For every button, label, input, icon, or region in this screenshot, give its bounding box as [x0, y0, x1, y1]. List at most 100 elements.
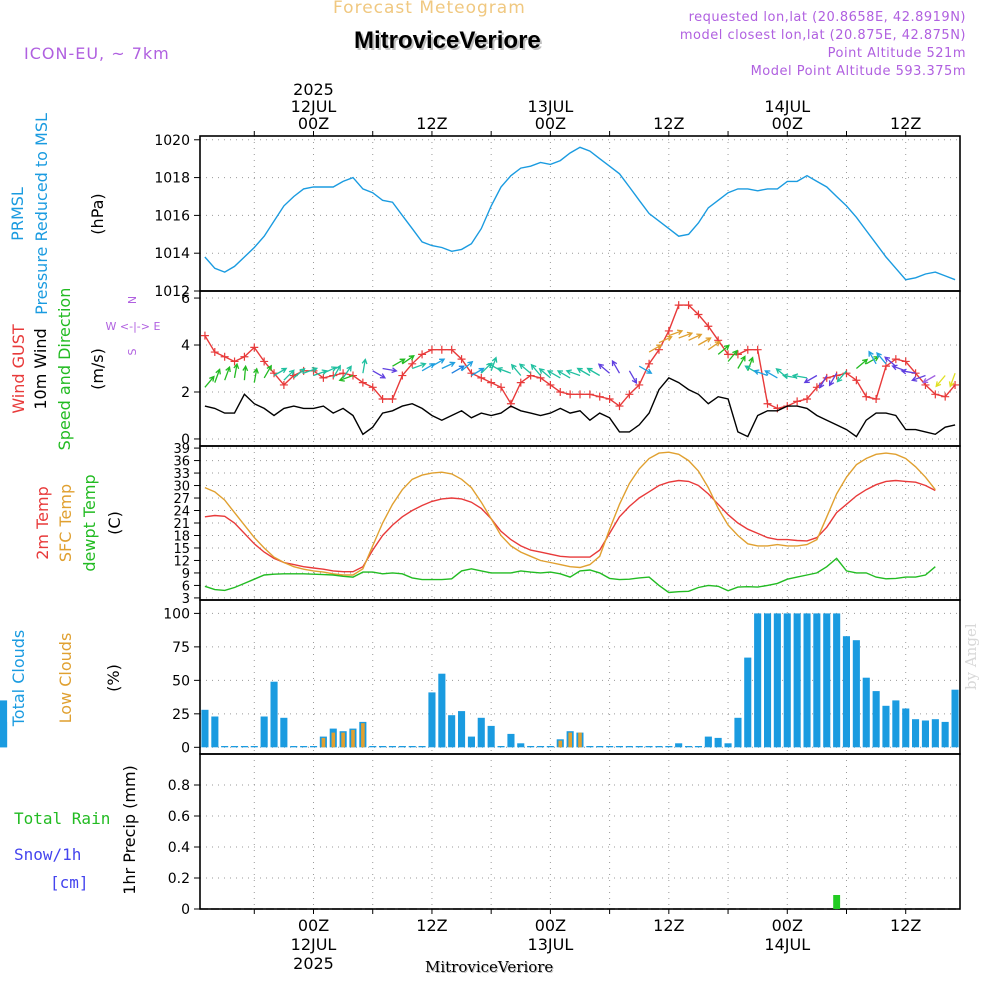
gust-marker — [388, 395, 397, 404]
bottom-time-label: 12JUL — [291, 935, 337, 954]
y-tick-label: 3 — [182, 592, 190, 607]
panel-label: 2m Temp — [33, 486, 52, 560]
panel-label: SFC Temp — [56, 484, 75, 562]
wind-arrow — [263, 364, 272, 379]
panel-label: Speed and Direction — [55, 288, 74, 451]
total-cloud-bar — [833, 613, 841, 748]
y-tick-label: 0 — [181, 740, 190, 756]
gust-marker — [822, 373, 831, 382]
gust-marker — [220, 352, 229, 361]
total-cloud-bar — [0, 721, 8, 748]
wind-arrow — [565, 369, 581, 377]
total-cloud-bar — [714, 737, 722, 748]
precip-bar — [833, 895, 841, 909]
total-cloud-bar — [388, 746, 396, 748]
total-cloud-bar — [300, 746, 308, 748]
wind-arrow — [421, 363, 436, 372]
total-cloud-bar — [665, 746, 673, 748]
wind-arrow — [586, 367, 601, 377]
y-tick-label: 6 — [182, 579, 190, 594]
gust-marker — [694, 310, 703, 319]
bottom-time-label: 14JUL — [764, 935, 810, 954]
total-cloud-bar — [280, 717, 288, 748]
gust-marker — [200, 331, 209, 340]
total-cloud-bar — [892, 700, 900, 748]
total-cloud-bar — [408, 746, 416, 748]
total-cloud-bar — [704, 736, 712, 748]
y-tick-label: 39 — [173, 442, 190, 457]
wind-arrow — [518, 363, 532, 374]
wind-arrow — [737, 355, 746, 369]
gust-marker — [615, 402, 624, 411]
gust-marker — [743, 345, 752, 354]
total-cloud-bar — [921, 720, 929, 748]
y-tick-label: 18 — [173, 529, 190, 544]
precip-axis-label: 1hr Precip (mm) — [120, 765, 139, 895]
low-cloud-bar — [578, 732, 582, 748]
top-title: Forecast Meteogram — [333, 0, 526, 18]
total-cloud-bar — [250, 746, 258, 748]
total-cloud-bar — [497, 746, 505, 748]
total-cloud-bar — [369, 746, 377, 748]
total-cloud-bar — [842, 636, 850, 748]
y-tick-label: 75 — [172, 640, 190, 656]
gust-marker — [329, 371, 338, 380]
wind-arrow — [338, 374, 354, 382]
wind-arrow — [323, 366, 338, 374]
wind-arrow — [698, 337, 712, 346]
closest-coords: model closest lon,lat (20.875E, 42.875N) — [679, 28, 966, 43]
total-cloud-bar — [694, 746, 702, 748]
total-cloud-bar — [852, 640, 860, 748]
wind-arrow — [803, 374, 818, 384]
footer-location: MitroviceVeriore — [425, 958, 554, 976]
gust-marker — [763, 399, 772, 408]
gust-marker — [585, 390, 594, 399]
gust-marker — [427, 345, 436, 354]
total-cloud-bar — [537, 746, 545, 748]
series-line-dewpt-temp — [204, 557, 936, 594]
gust-marker — [457, 355, 466, 364]
wind-arrow — [764, 370, 778, 379]
wind-arrow — [441, 361, 456, 370]
top-time-label: 00Z — [535, 114, 566, 133]
wind-arrow — [688, 333, 703, 341]
y-tick-label: 0.4 — [168, 840, 190, 856]
series-line-sfc-temp — [204, 451, 936, 576]
wind-arrow — [392, 358, 406, 367]
wind-arrow — [836, 370, 847, 383]
snow-label: Snow/1h — [14, 845, 81, 864]
total-cloud-bar — [438, 673, 446, 748]
wind-arrow — [935, 375, 946, 388]
wind-arrow — [332, 364, 341, 379]
wind-arrow — [668, 329, 684, 337]
wind-arrow — [911, 374, 926, 382]
wind-arrow — [510, 363, 522, 376]
wind-arrow — [214, 368, 221, 383]
gust-marker — [704, 322, 713, 331]
total-cloud-bar — [467, 736, 475, 748]
total-cloud-bar — [477, 717, 485, 748]
wind-arrow — [922, 374, 936, 384]
gust-marker — [941, 392, 950, 401]
total-cloud-bar — [635, 746, 643, 748]
y-tick-label: 36 — [173, 455, 190, 470]
low-cloud-bar — [321, 737, 326, 748]
total-cloud-bar — [596, 746, 604, 748]
total-cloud-bar — [517, 743, 525, 748]
panel-label: Wind GUST — [9, 324, 28, 414]
panel-frame — [199, 753, 961, 910]
total-cloud-bar — [625, 746, 633, 748]
gust-marker — [872, 395, 881, 404]
gust-marker — [724, 350, 733, 359]
total-cloud-bar — [724, 743, 732, 748]
total-cloud-bar — [941, 721, 949, 748]
location-title: MitroviceVeriore — [354, 27, 541, 54]
top-time-label: 13JUL — [528, 97, 574, 116]
snow-unit-label: [cm] — [50, 873, 89, 892]
low-cloud-bar — [341, 732, 345, 748]
point-altitude: Point Altitude 521m — [827, 46, 966, 61]
wind-arrow — [283, 369, 295, 381]
y-tick-label: 2 — [181, 385, 190, 401]
wind-arrow — [361, 358, 368, 374]
y-tick-label: 0 — [181, 432, 190, 448]
